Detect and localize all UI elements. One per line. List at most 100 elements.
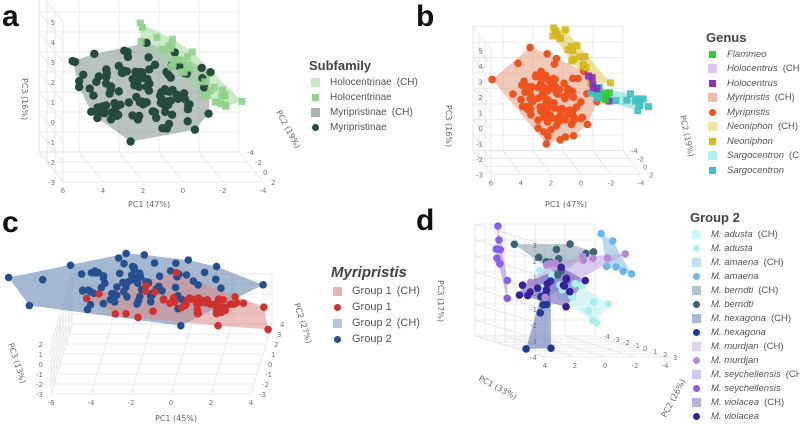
pc1-tick-label: 2 xyxy=(549,180,553,188)
pc3-axis-title: PC3 (16%) xyxy=(444,105,453,147)
legend-item[interactable]: Myripristinae (CH) xyxy=(309,105,418,120)
legend-item[interactable]: M. amaena xyxy=(690,269,800,283)
legend-item[interactable]: M. violacea (CH) xyxy=(690,395,800,409)
square-marker-icon xyxy=(708,64,717,74)
square-point xyxy=(549,32,557,40)
legend-item[interactable]: Myripristis xyxy=(706,105,800,120)
legend-item[interactable]: M. murdjan xyxy=(690,353,800,367)
square-point xyxy=(171,56,179,64)
circle-point xyxy=(544,132,552,141)
circle-point xyxy=(264,325,272,334)
circle-point xyxy=(151,288,159,296)
square-point xyxy=(207,87,215,95)
legend-label: M. adusta xyxy=(711,242,753,254)
pc3-tick-label: 0 xyxy=(479,125,483,133)
circle-point xyxy=(94,72,104,81)
legend-item[interactable]: M. violacea xyxy=(690,409,800,423)
legend-item[interactable]: Holocentrinae xyxy=(309,90,418,105)
circle-point xyxy=(581,276,590,285)
circle-point xyxy=(193,309,202,318)
grid-line xyxy=(592,150,612,175)
pc1-tick-label: 6 xyxy=(61,187,66,195)
legend-item[interactable]: M. hexagona xyxy=(690,325,800,339)
square-point xyxy=(612,97,620,105)
circle-point xyxy=(602,262,611,271)
square-point xyxy=(186,64,194,72)
legend-item[interactable]: Neoniphon (CH) xyxy=(706,120,800,135)
circle-point xyxy=(100,109,109,118)
circle-point xyxy=(590,298,598,306)
circle-marker-icon xyxy=(693,384,700,392)
pc3-tick-label: 0 xyxy=(39,361,43,369)
pc2-axis-title: PC2 (26%) xyxy=(660,378,688,419)
legend-item[interactable]: Holocentrus (CH) xyxy=(706,62,800,77)
legend-item[interactable]: Neoniphon xyxy=(706,134,800,149)
pc3-tick-label: 5 xyxy=(51,19,55,27)
legend-item[interactable]: Group 2 (CH) xyxy=(331,315,420,331)
legend-label: M. berndti xyxy=(711,284,754,296)
legend-item[interactable]: M. berndti (CH) xyxy=(690,283,800,297)
square-point xyxy=(220,90,228,98)
legend-item[interactable]: M. hexagona (CH) xyxy=(690,311,800,325)
circle-point xyxy=(543,118,552,126)
grid-line xyxy=(198,151,224,183)
square-marker-icon xyxy=(692,369,701,379)
grid-line xyxy=(130,323,153,395)
legend-item[interactable]: M. amaena (CH) xyxy=(690,255,800,269)
circle-point xyxy=(124,98,134,107)
data-layer xyxy=(68,19,246,146)
legend-suffix: (CH) xyxy=(391,107,413,118)
panel-d: 4 2 0 -2 -4 -4 -3 -2 -1 0 1 2 3 -4 -3 -2 -1 0 1 2 3 PC1 (33%)… xyxy=(400,206,800,424)
grid-line xyxy=(90,323,113,395)
pc3-tick-label: 4 xyxy=(479,63,484,71)
circle-point xyxy=(184,256,193,264)
circle-point xyxy=(560,79,568,88)
legend-item[interactable]: Holocentrinae (CH) xyxy=(309,75,418,90)
legend-item[interactable]: Group 1 xyxy=(331,299,420,315)
pc1-tick-label: -2 xyxy=(128,399,135,407)
legend-label: M. seychellensis xyxy=(711,368,781,380)
square-point xyxy=(605,89,613,97)
circle-point xyxy=(552,121,561,130)
pca-plot-c[interactable]: -6 -4 -2 0 2 4 -3 -2 -1 0 1 2 -3 -2 -1 0 1 2 3 4 PC1 (45%) P… xyxy=(0,212,400,424)
square-marker-icon xyxy=(709,50,716,58)
legend-label: M. hexagona xyxy=(711,312,766,324)
legend-item[interactable]: Group 1 (CH) xyxy=(331,283,420,299)
circle-point xyxy=(552,245,561,254)
legend-item[interactable]: Sargocentron xyxy=(706,163,800,178)
legend-item[interactable]: M. berndti xyxy=(690,297,800,311)
legend-item[interactable]: M. seychellensis (CH) xyxy=(690,367,800,381)
circle-point xyxy=(170,298,179,306)
square-point xyxy=(188,48,196,56)
square-point xyxy=(201,92,209,100)
square-point xyxy=(569,47,577,55)
square-point xyxy=(210,83,218,91)
panel-b: 6 4 2 0 -2 -4 -3 -2 -1 0 1 2 3 4 5 -4 -2 0 2 PC1 (47%) PC2 … xyxy=(400,0,800,212)
pc1-tick-label: 4 xyxy=(519,180,524,188)
legend-item[interactable]: M. adusta (CH) xyxy=(690,227,800,241)
legend-item[interactable]: Myripristis (CH) xyxy=(706,91,800,106)
square-point xyxy=(576,53,584,61)
pc3-tick-label: 1 xyxy=(51,99,55,107)
circle-marker-icon xyxy=(693,244,700,252)
legend-item[interactable]: M. murdjan (CH) xyxy=(690,339,800,353)
legend-item[interactable]: Sargocentron (CH) xyxy=(706,149,800,164)
legend-item[interactable]: M. seychellensis xyxy=(690,381,800,395)
pc2-tick-label: 1 xyxy=(653,348,657,356)
square-point xyxy=(221,101,229,109)
legend-item[interactable]: Flammeo xyxy=(706,47,800,62)
panel-letter: b xyxy=(416,0,435,33)
legend-label: Neoniphon xyxy=(727,121,773,133)
legend-item[interactable]: Holocentrus xyxy=(706,76,800,91)
legend-item[interactable]: Group 2 xyxy=(331,331,420,347)
legend-item[interactable]: Myripristinae xyxy=(309,120,418,135)
grid xyxy=(38,0,264,183)
legend-item[interactable]: M. adusta xyxy=(690,241,800,255)
pc3-tick-label: 2 xyxy=(51,79,55,87)
pc3-tick-label: 0 xyxy=(533,290,537,298)
circle-point xyxy=(183,117,192,126)
circle-point xyxy=(171,283,180,292)
